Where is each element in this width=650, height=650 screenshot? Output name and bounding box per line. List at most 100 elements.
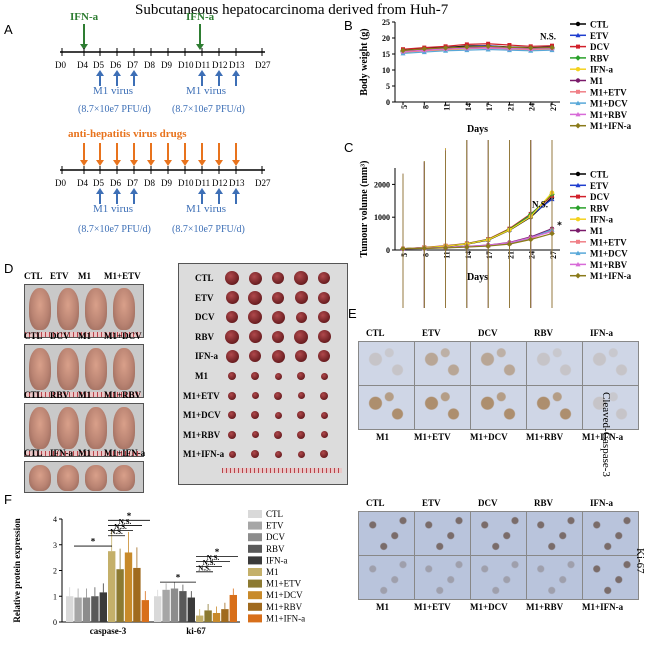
x-tick-label: 11 bbox=[443, 251, 452, 259]
legend-label: RBV bbox=[266, 544, 285, 554]
mouse-label: DCV bbox=[50, 331, 70, 341]
legend-label: M1+DCV bbox=[590, 249, 628, 259]
day-label: D5 bbox=[93, 178, 104, 188]
tumor bbox=[274, 450, 282, 458]
y-tick-label: 10 bbox=[382, 66, 390, 75]
legend-swatch bbox=[248, 602, 262, 611]
tumor bbox=[317, 330, 331, 344]
y-axis-title: Tumour volume (mm³) bbox=[359, 161, 370, 258]
sig-annotation: * bbox=[557, 221, 562, 232]
mouse-label: M1 bbox=[78, 390, 91, 400]
tumor bbox=[251, 372, 259, 380]
bar bbox=[91, 596, 99, 622]
legend-entry: M1+RBV bbox=[248, 602, 303, 612]
mouse bbox=[29, 348, 51, 390]
legend-label: ETV bbox=[266, 521, 284, 531]
tumor-row-label: CTL bbox=[195, 273, 214, 283]
data-point bbox=[576, 89, 580, 94]
tumor bbox=[272, 291, 284, 304]
virus-arrows-2 bbox=[96, 188, 240, 204]
bar bbox=[229, 594, 237, 622]
day-label: D7 bbox=[127, 60, 138, 70]
ihc-image bbox=[582, 511, 639, 556]
ihc-top-label: CTL bbox=[366, 498, 385, 508]
ihc-image bbox=[582, 385, 639, 430]
tumor bbox=[320, 391, 328, 400]
data-point bbox=[485, 43, 491, 50]
day-label: D8 bbox=[144, 60, 155, 70]
day-label: D13 bbox=[229, 60, 245, 70]
mouse-label: M1+DCV bbox=[104, 331, 142, 341]
data-point bbox=[421, 245, 428, 252]
dose-label-2b: (8.7×10e7 PFU/d) bbox=[172, 224, 245, 235]
legend-entry: M1+ETV bbox=[570, 237, 627, 247]
day-label: D6 bbox=[110, 178, 121, 188]
bar bbox=[170, 588, 179, 622]
legend-swatch bbox=[248, 510, 262, 518]
data-point bbox=[575, 100, 581, 106]
day-label: D6 bbox=[110, 60, 121, 70]
bar bbox=[108, 551, 116, 622]
panel-b-letter: B bbox=[344, 18, 353, 33]
series-line bbox=[402, 192, 553, 250]
tumor bbox=[271, 310, 285, 324]
tumour-volume-chart: 0 1000 2000 5 8 11 14 17 21 24 27 Days Tumour volume… bbox=[359, 140, 632, 308]
tumor bbox=[248, 310, 262, 325]
tumor bbox=[274, 372, 282, 380]
mouse bbox=[113, 348, 135, 390]
legend-entry: ETV bbox=[570, 181, 609, 191]
legend-entry: M1+IFN-a bbox=[570, 271, 632, 281]
drugs-label: anti-hepatitis virus drugs bbox=[68, 128, 187, 140]
legend-label: M1+ETV bbox=[266, 579, 302, 589]
drug-arrowhead bbox=[164, 160, 172, 166]
legend-entry: IFN-a bbox=[570, 65, 613, 75]
ihc-bottom-label: M1+DCV bbox=[470, 602, 508, 612]
timeline-1-ticks bbox=[61, 48, 263, 56]
ihc-image bbox=[526, 385, 583, 430]
tumor bbox=[297, 372, 305, 380]
legend-swatch bbox=[248, 614, 262, 623]
day-label: D8 bbox=[144, 178, 155, 188]
day-label: D0 bbox=[55, 178, 66, 188]
bracket-label: N.S. bbox=[110, 528, 123, 536]
legend-swatch bbox=[248, 568, 262, 576]
data-point bbox=[527, 45, 534, 51]
ihc-top-label: DCV bbox=[478, 498, 498, 508]
bar bbox=[133, 567, 141, 622]
legend-entry: DCV bbox=[248, 532, 286, 542]
drug-arrowhead bbox=[130, 160, 138, 166]
y-tick-label: 5 bbox=[386, 82, 390, 91]
day-label: D13 bbox=[229, 178, 245, 188]
series-line bbox=[402, 43, 553, 50]
x-tick-label: 27 bbox=[549, 251, 558, 259]
legend-label: RBV bbox=[590, 203, 610, 213]
mouse bbox=[57, 465, 79, 491]
ihc-top-label: IFN-a bbox=[590, 328, 613, 338]
y-tick-label: 15 bbox=[382, 50, 390, 59]
mouse-label: M1+ETV bbox=[104, 271, 141, 281]
tumor bbox=[251, 450, 259, 459]
tumor bbox=[272, 330, 284, 343]
mouse-label: CTL bbox=[24, 271, 43, 281]
virus-arrowhead bbox=[130, 188, 138, 194]
mouse-label: CTL bbox=[24, 331, 43, 341]
legend-label: CTL bbox=[590, 170, 609, 180]
day-label: D7 bbox=[127, 178, 138, 188]
x-tick-label: 24 bbox=[528, 251, 537, 259]
legend-label: ETV bbox=[590, 181, 609, 191]
legend-swatch bbox=[248, 556, 262, 565]
tumor bbox=[228, 430, 236, 439]
tumor bbox=[294, 291, 308, 305]
tumor bbox=[297, 392, 305, 400]
data-point bbox=[575, 78, 581, 83]
schedule-diagram: IFN-a IFN-a D0 D4 D5 D6 D7 D8 D9 D10 D11 D12 D13 D2… bbox=[55, 11, 271, 235]
legend-label: M1+RBV bbox=[266, 602, 303, 612]
bracket-label: * bbox=[127, 511, 132, 521]
protein-expression-chart: 0 1 2 3 4 Relative protein expression caspase-… bbox=[12, 509, 305, 636]
tumor bbox=[248, 290, 262, 305]
tumor bbox=[225, 349, 239, 363]
ihc-top-label: ETV bbox=[422, 498, 441, 508]
y-tick-label: 1000 bbox=[374, 213, 390, 222]
legend-entry: RBV bbox=[570, 203, 610, 213]
ifn-label-1: IFN-a bbox=[70, 11, 99, 23]
